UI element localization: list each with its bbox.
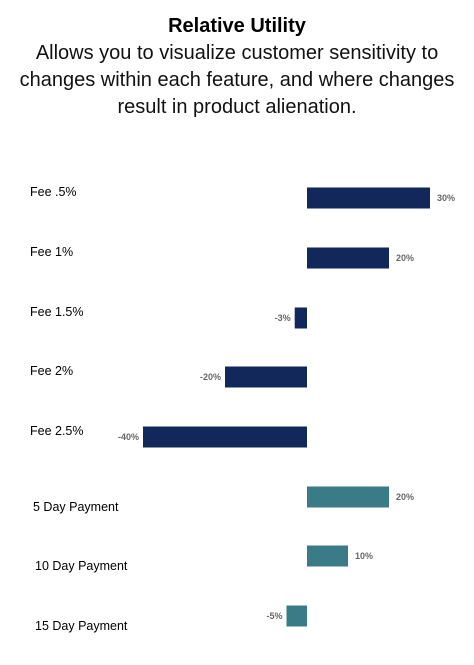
category-label: Fee 2%	[30, 364, 73, 378]
data-label: 20%	[396, 253, 414, 263]
chart-subtitle: Allows you to visualize customer sensiti…	[19, 42, 455, 118]
data-label: -3%	[275, 313, 291, 323]
data-label: -5%	[266, 611, 282, 621]
bar	[143, 426, 307, 448]
data-label: 20%	[396, 492, 414, 502]
bar	[307, 486, 389, 508]
bar	[307, 247, 389, 269]
category-label: Fee .5%	[30, 185, 77, 199]
bar	[307, 187, 430, 209]
category-label: Fee 2.5%	[30, 424, 84, 438]
bar	[307, 545, 348, 567]
data-label: 10%	[355, 551, 373, 561]
category-label: 10 Day Payment	[35, 559, 128, 573]
data-label: 30%	[437, 193, 455, 203]
category-label: 15 Day Payment	[35, 619, 128, 633]
chart-title: Relative Utility	[168, 15, 306, 37]
category-label: Fee 1%	[30, 245, 73, 259]
data-label: -40%	[118, 432, 139, 442]
bar	[286, 605, 307, 627]
bar	[294, 307, 307, 329]
data-label: -20%	[200, 372, 221, 382]
bar	[225, 366, 307, 388]
category-label: 5 Day Payment	[33, 500, 119, 514]
category-label: Fee 1.5%	[30, 305, 84, 319]
